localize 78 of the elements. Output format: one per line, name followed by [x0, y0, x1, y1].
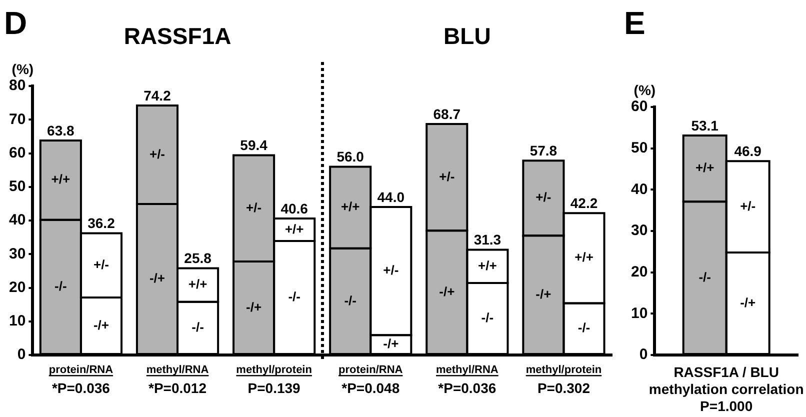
- data-label: -/+: [383, 336, 400, 352]
- y-tick-label: 80: [8, 77, 26, 94]
- text: methyl/protein: [526, 364, 602, 376]
- y-tick-label: 10: [8, 312, 26, 330]
- text: methyl/protein: [236, 364, 312, 376]
- y-tick-label: 30: [8, 245, 26, 262]
- text: P=0.139: [248, 380, 301, 396]
- data-label: +/-: [439, 168, 455, 184]
- data-label: +/-: [383, 262, 399, 278]
- data-label: +/+: [340, 199, 360, 214]
- data-label: +/-: [536, 190, 552, 205]
- data-label: -/+: [536, 286, 552, 302]
- x-axis-title: RASSF1A / BLU methylation correlation: [648, 364, 804, 397]
- text: *P=0.048: [342, 380, 400, 396]
- total-label: 68.7: [433, 106, 461, 122]
- data-label: +/+: [284, 221, 304, 236]
- data-label: +/+: [51, 172, 70, 187]
- total-label: 40.6: [280, 200, 308, 216]
- y-tick-label: 10: [630, 304, 648, 322]
- text: E: [624, 5, 646, 41]
- data-label: -/-: [698, 269, 711, 284]
- y-tick-label: 50: [630, 139, 648, 156]
- y-tick-label: 60: [630, 98, 648, 116]
- y-tick-label: 20: [8, 278, 26, 296]
- data-label: -/-: [288, 289, 300, 304]
- data-label: -/-: [481, 310, 494, 326]
- data-label: -/+: [149, 270, 166, 286]
- y-axis-title: (%): [634, 82, 656, 98]
- data-label: -/+: [439, 284, 456, 299]
- data-label: +/+: [574, 250, 594, 265]
- total-label: 46.9: [734, 143, 762, 160]
- total-label: 44.0: [377, 188, 405, 205]
- total-label: 56.0: [336, 148, 364, 165]
- total-label: 25.8: [184, 250, 212, 266]
- y-tick-label: 50: [8, 178, 26, 196]
- total-label: 57.8: [530, 142, 558, 159]
- data-label: -/-: [578, 320, 590, 336]
- text: *P=0.036: [438, 380, 496, 396]
- data-label: +/-: [740, 198, 756, 214]
- text: P=0.302: [537, 380, 590, 396]
- y-tick-label: 60: [8, 144, 26, 162]
- text: *P=0.036: [52, 380, 110, 396]
- data-label: +/+: [478, 258, 498, 273]
- text: protein/RNA: [338, 364, 403, 376]
- y-tick-label: 40: [8, 212, 26, 229]
- text: methyl/RNA: [146, 364, 209, 376]
- y-tick-label: 40: [630, 180, 648, 198]
- total-label: 42.2: [570, 194, 598, 211]
- data-label: +/+: [695, 160, 715, 176]
- text: protein/RNA: [48, 364, 114, 376]
- y-tick-label: 70: [8, 110, 26, 128]
- total-label: 36.2: [88, 215, 116, 232]
- text: BLU: [444, 23, 491, 49]
- y-axis-title: (%): [12, 61, 34, 77]
- text: methyl/RNA: [436, 364, 498, 376]
- total-label: 74.2: [144, 87, 172, 104]
- y-tick-label: 0: [639, 346, 648, 364]
- total-label: 31.3: [474, 232, 502, 248]
- total-label: 63.8: [47, 122, 75, 138]
- text: D: [4, 5, 28, 41]
- total-label: 59.4: [240, 137, 268, 154]
- text: P=1.000: [700, 398, 753, 414]
- total-label: 53.1: [691, 117, 719, 134]
- y-tick-label: 0: [17, 346, 26, 364]
- data-label: +/-: [93, 256, 110, 272]
- data-label: +/-: [246, 200, 262, 215]
- y-tick-label: 20: [630, 263, 648, 280]
- text: *P=0.012: [148, 380, 207, 396]
- data-label: +/-: [149, 146, 166, 162]
- text: RASSF1A: [124, 23, 232, 49]
- data-label: -/-: [192, 320, 204, 335]
- data-label: -/-: [54, 278, 67, 294]
- data-label: -/-: [344, 292, 356, 308]
- data-label: -/+: [740, 294, 756, 310]
- y-tick-label: 30: [630, 222, 648, 240]
- data-label: -/+: [93, 317, 110, 332]
- data-label: -/+: [246, 299, 262, 314]
- data-label: +/+: [188, 276, 208, 292]
